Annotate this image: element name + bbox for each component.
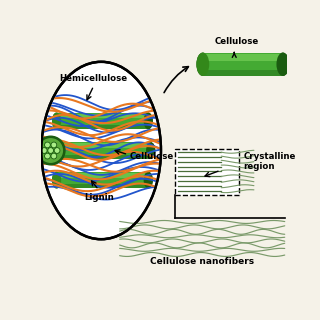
Circle shape <box>45 154 50 159</box>
Circle shape <box>39 139 62 162</box>
Ellipse shape <box>144 113 153 129</box>
FancyBboxPatch shape <box>57 172 148 188</box>
Circle shape <box>54 148 60 153</box>
Ellipse shape <box>196 52 209 76</box>
Ellipse shape <box>144 172 153 188</box>
FancyBboxPatch shape <box>175 149 239 195</box>
FancyBboxPatch shape <box>54 142 151 159</box>
Circle shape <box>46 154 49 158</box>
Ellipse shape <box>276 52 289 76</box>
Ellipse shape <box>276 52 289 76</box>
Ellipse shape <box>43 64 160 237</box>
Ellipse shape <box>50 142 59 159</box>
Text: Cellulose: Cellulose <box>130 152 174 161</box>
Text: Hemicellulose: Hemicellulose <box>60 74 128 83</box>
Circle shape <box>46 143 49 147</box>
Circle shape <box>51 142 56 148</box>
Circle shape <box>51 154 56 159</box>
Ellipse shape <box>41 62 161 239</box>
Circle shape <box>48 148 53 153</box>
Ellipse shape <box>144 172 153 188</box>
Circle shape <box>49 149 52 152</box>
Circle shape <box>45 142 50 148</box>
Ellipse shape <box>52 172 61 188</box>
Ellipse shape <box>52 113 61 129</box>
Circle shape <box>36 136 65 165</box>
FancyBboxPatch shape <box>57 173 148 178</box>
FancyBboxPatch shape <box>57 113 148 129</box>
Text: Cellulose: Cellulose <box>215 37 259 46</box>
FancyBboxPatch shape <box>57 125 148 129</box>
FancyBboxPatch shape <box>54 155 151 159</box>
Text: Crystalline
region: Crystalline region <box>243 152 296 171</box>
Text: Cellulose nanofibers: Cellulose nanofibers <box>150 257 254 266</box>
FancyBboxPatch shape <box>54 143 151 148</box>
Circle shape <box>42 148 47 153</box>
Circle shape <box>43 149 46 152</box>
Ellipse shape <box>52 172 61 188</box>
Ellipse shape <box>52 113 61 129</box>
FancyBboxPatch shape <box>57 184 148 188</box>
Circle shape <box>52 143 56 147</box>
Circle shape <box>52 154 56 158</box>
Ellipse shape <box>146 142 155 159</box>
FancyBboxPatch shape <box>203 70 283 76</box>
FancyBboxPatch shape <box>203 54 283 61</box>
Ellipse shape <box>144 113 153 129</box>
FancyBboxPatch shape <box>57 114 148 118</box>
Text: Lignin: Lignin <box>84 193 114 202</box>
FancyBboxPatch shape <box>203 52 283 76</box>
Circle shape <box>55 149 59 152</box>
Ellipse shape <box>146 142 155 159</box>
Ellipse shape <box>50 142 59 159</box>
Ellipse shape <box>196 52 209 76</box>
